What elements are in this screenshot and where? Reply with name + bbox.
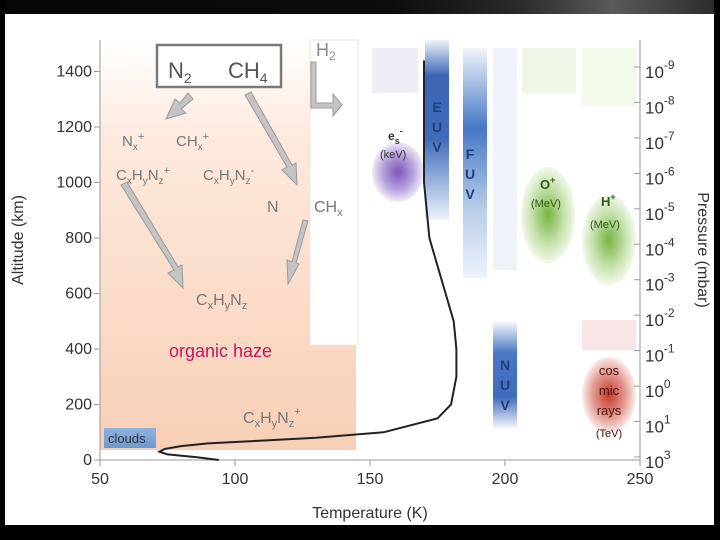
x-tick-label: 100: [222, 471, 249, 488]
y-tick-label: 200: [65, 397, 92, 414]
cosmic-unit: (TeV): [596, 428, 622, 440]
proton-upper-band: [582, 48, 636, 106]
electron-deposition-blob: [372, 142, 424, 202]
euv-letter-e: E: [432, 99, 441, 115]
cosmic-word-3: rays: [597, 403, 622, 418]
euv-letter-u: U: [432, 119, 442, 135]
pressure-tick-label: 10-4: [645, 235, 675, 259]
chx-plus-label: CHx+: [176, 131, 209, 153]
arrow-n2-to-ions: [165, 92, 194, 120]
nx-plus-label: Nx+: [122, 131, 144, 153]
oxygen-upper-band: [522, 48, 576, 93]
x-tick-label: 50: [91, 471, 109, 488]
x-tick-label: 150: [357, 471, 384, 488]
electron-label: es-: [388, 126, 403, 146]
nuv-letter-v: V: [500, 397, 510, 413]
nuv-letter-u: U: [500, 377, 510, 393]
pressure-tick-label: 10-1: [645, 342, 675, 366]
fuv-letter-f: F: [466, 146, 475, 162]
h2-escape-arrow: [310, 61, 343, 118]
slide-frame-bottom: [0, 525, 720, 540]
pressure-tick-label: 100: [645, 377, 671, 401]
y-tick-label: 1000: [56, 175, 92, 192]
arrow-ions-to-tholins: [120, 181, 184, 290]
nuv-letter-n: N: [500, 357, 510, 373]
cxhynz-plus-low-label: CxHyNz+: [243, 406, 301, 430]
clouds-label: clouds: [108, 431, 146, 446]
nuv-upper-band: [493, 48, 517, 270]
pressure-tick-label: 10-5: [645, 200, 675, 224]
pressure-tick-label: 103: [645, 448, 671, 472]
x-tick-label: 200: [492, 471, 519, 488]
h2-label: H2: [316, 40, 336, 63]
haze-notch: [309, 39, 359, 346]
n2-ch4-box: [155, 43, 283, 89]
oxygen-unit: (MeV): [531, 198, 561, 210]
arrow-ch4-to-negative-ions: [244, 91, 298, 187]
y-tick-label: 1400: [56, 64, 92, 81]
x-axis-title: Temperature (K): [312, 505, 428, 522]
slide-frame-left: [0, 0, 5, 540]
electron-unit: (keV): [380, 149, 406, 161]
clouds-box: [104, 428, 156, 448]
x-tick-label: 250: [627, 471, 654, 488]
cosmic-word-1: cos: [599, 363, 620, 378]
y-tick-label: 800: [65, 230, 92, 247]
y-axis-right-title: Pressure (mbar): [694, 192, 711, 308]
cosmic-word-2: mic: [599, 383, 620, 398]
ch4-label: CH4: [228, 58, 268, 86]
euv-letter-v: V: [432, 139, 442, 155]
pressure-tick-label: 10-6: [645, 164, 675, 188]
cosmic-ray-blob: [582, 357, 636, 433]
oxygen-ion-label: O+: [540, 175, 555, 192]
pressure-tick-label: 10-7: [645, 129, 675, 153]
y-axis-left-title: Altitude (km): [10, 195, 27, 285]
electron-upper-band: [372, 48, 418, 93]
fuv-column: [463, 48, 487, 278]
chx-label: CHx: [314, 199, 343, 219]
y-tick-label: 400: [65, 341, 92, 358]
nuv-column: [493, 320, 517, 430]
arrow-n-to-tholins: [286, 219, 309, 286]
y-tick-label: 600: [65, 286, 92, 303]
proton-label: H+: [601, 192, 616, 209]
slide-frame-right: [714, 0, 720, 540]
pressure-tick-label: 10-3: [645, 271, 675, 295]
proton-unit: (MeV): [590, 219, 620, 231]
euv-column: [425, 40, 449, 220]
cxhynz-label: CxHyNz: [196, 292, 247, 312]
cxhynz-plus-label: CxHyNz+: [116, 165, 170, 187]
n2-label: N2: [168, 58, 192, 86]
pressure-tick-label: 10-2: [645, 306, 675, 330]
right-axis-ticks: 10-9 10-8 10-7 10-6 10-5 10-4 10-3 10-2 10-1 100 1…: [634, 58, 675, 472]
y-tick-label: 1200: [56, 119, 92, 136]
y-axis-ticks: 1400 1200 1000 800 600 400 200 0: [56, 64, 100, 469]
cxhynz-minus-label: CxHyNz-: [203, 165, 255, 187]
pressure-tick-label: 10-8: [645, 93, 675, 117]
y-tick-label: 0: [83, 452, 92, 469]
pressure-tick-label: 10-9: [645, 58, 675, 82]
pressure-tick-label: 101: [645, 413, 671, 437]
reaction-arrows: [120, 61, 343, 290]
x-axis-ticks: 50 100 150 200 250: [91, 460, 653, 488]
cosmic-upper-band: [582, 320, 636, 350]
fuv-letter-u: U: [465, 166, 475, 182]
fuv-letter-v: V: [465, 186, 475, 202]
oxygen-deposition-blob: [521, 167, 575, 263]
n-atom-label: N: [267, 199, 279, 216]
organic-haze-label: organic haze: [169, 341, 272, 361]
proton-deposition-blob: [582, 195, 636, 285]
temperature-profile-curve: [156, 60, 458, 461]
